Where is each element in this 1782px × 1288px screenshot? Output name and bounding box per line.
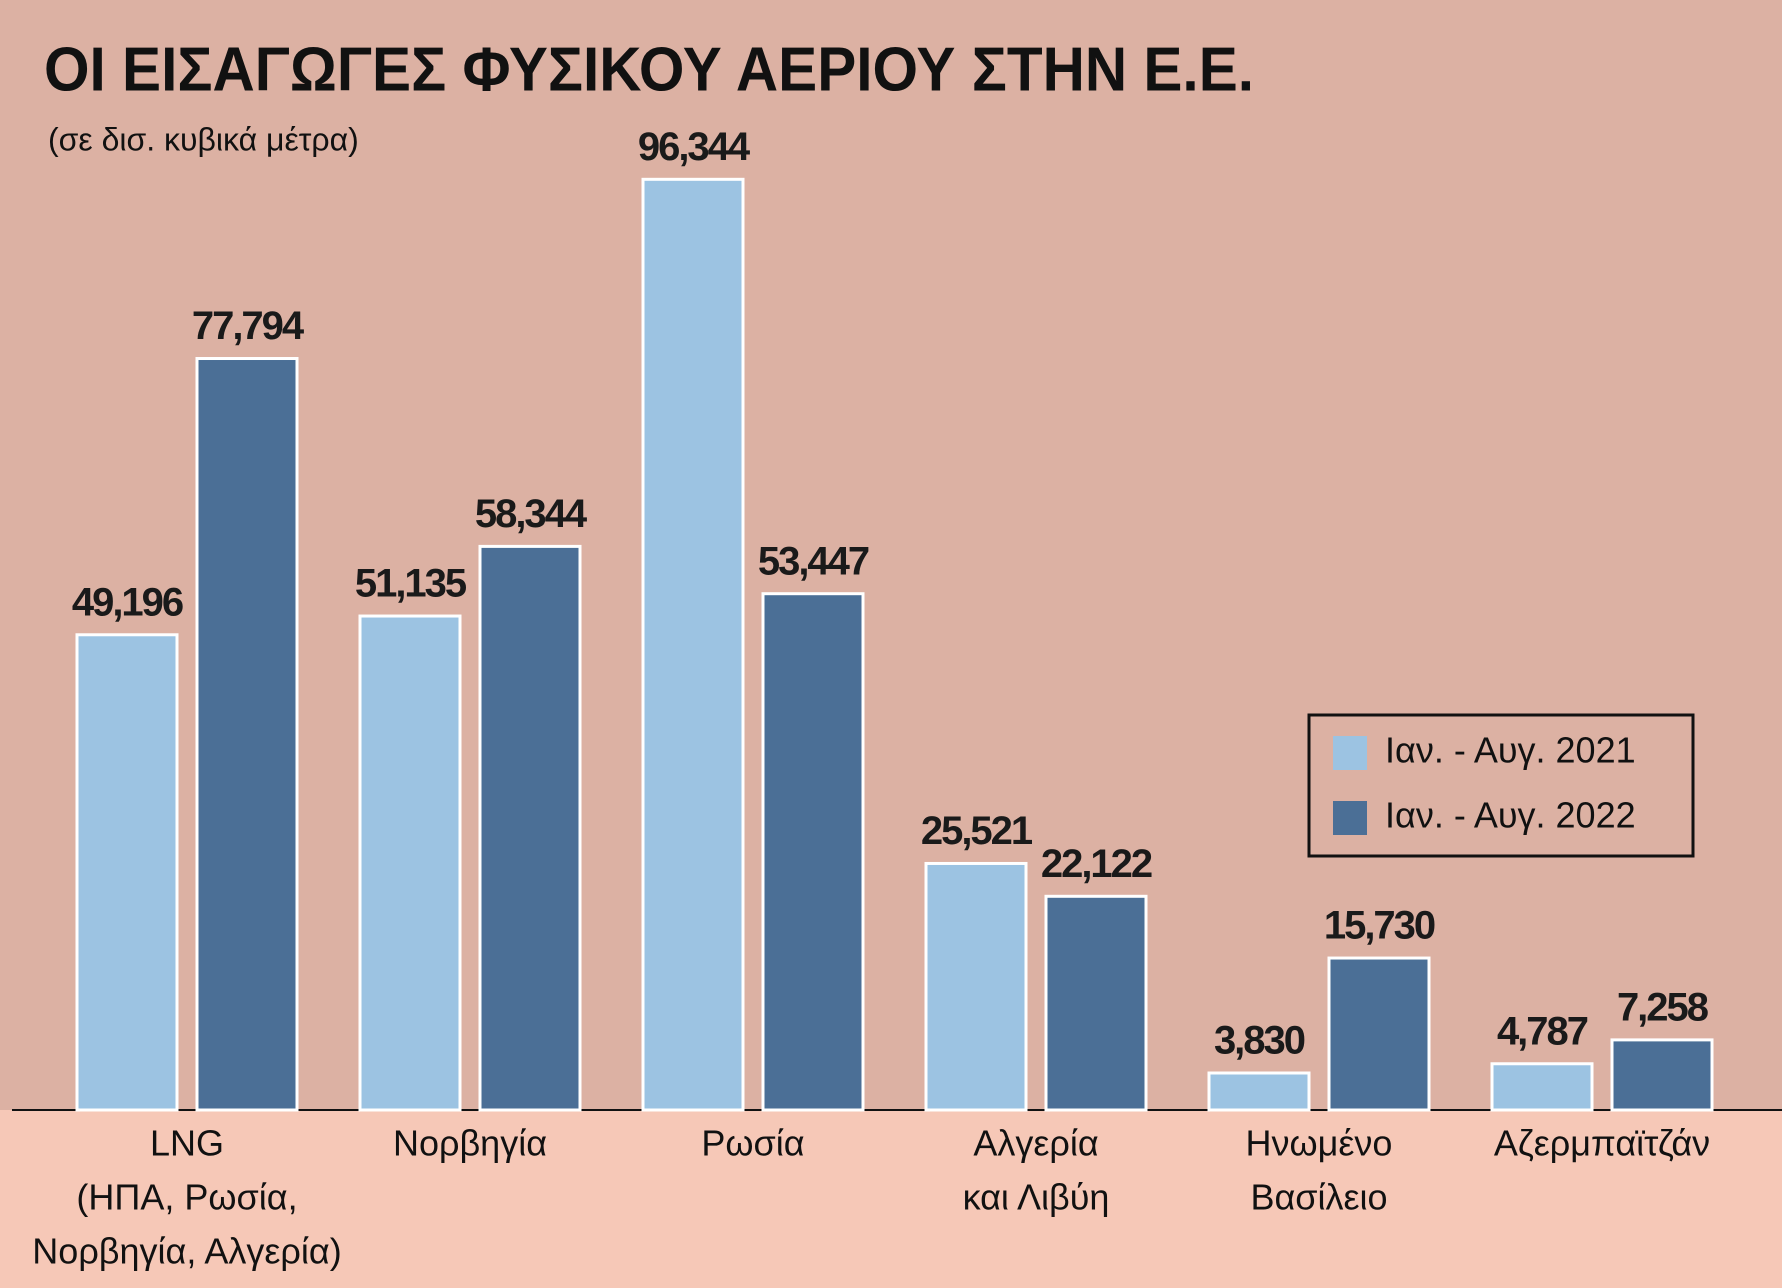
bar (1490, 1062, 1594, 1112)
value-label: 4,787 (1497, 1009, 1588, 1053)
bar (1327, 956, 1431, 1112)
bar (75, 633, 179, 1112)
legend-box (1307, 713, 1695, 858)
value-label: 49,196 (72, 580, 183, 624)
value-label: 3,830 (1214, 1019, 1305, 1063)
value-label: 15,730 (1324, 904, 1435, 948)
label-band (0, 1110, 1782, 1288)
chart-title: ΟΙ ΕΙΣΑΓΩΓΕΣ ΦΥΣΙΚΟΥ ΑΕΡΙΟΥ ΣΤΗΝ Ε.Ε. (44, 35, 1254, 104)
legend-swatch (1333, 801, 1367, 835)
x-tick-label: Ρωσία (701, 1123, 804, 1164)
bar (641, 177, 745, 1112)
bar (1044, 894, 1148, 1112)
bar (924, 861, 1028, 1112)
legend-label: Ιαν. - Αυγ. 2021 (1385, 730, 1636, 771)
x-tick-label: Αλγερία (973, 1123, 1098, 1164)
bar (195, 357, 299, 1112)
value-label: 51,135 (355, 562, 467, 606)
value-label: 77,794 (192, 304, 305, 348)
x-tick-label: (ΗΠΑ, Ρωσία, (76, 1177, 297, 1218)
value-label: 7,258 (1617, 985, 1709, 1029)
legend-label: Ιαν. - Αυγ. 2022 (1385, 795, 1636, 836)
bar (478, 544, 582, 1112)
x-tick-label: Βασίλειο (1250, 1177, 1387, 1218)
x-tick-label: LNG (150, 1123, 224, 1164)
value-label: 53,447 (758, 539, 869, 583)
value-label: 96,344 (638, 125, 751, 169)
value-label: 58,344 (475, 492, 588, 536)
bar (358, 614, 462, 1112)
bar (1610, 1038, 1714, 1112)
x-tick-label: Ηνωμένο (1246, 1123, 1393, 1164)
x-tick-label: Αζερμπαϊτζάν (1494, 1123, 1710, 1164)
chart-subtitle: (σε δισ. κυβικά μέτρα) (48, 121, 359, 157)
bar (761, 592, 865, 1112)
value-label: 22,122 (1041, 842, 1152, 886)
value-label: 25,521 (921, 809, 1033, 853)
x-tick-label: Νορβηγία, Αλγερία) (32, 1231, 341, 1272)
x-tick-label: και Λιβύη (963, 1177, 1110, 1218)
bar (1207, 1071, 1311, 1112)
x-tick-label: Νορβηγία (393, 1123, 547, 1164)
legend-swatch (1333, 736, 1367, 770)
